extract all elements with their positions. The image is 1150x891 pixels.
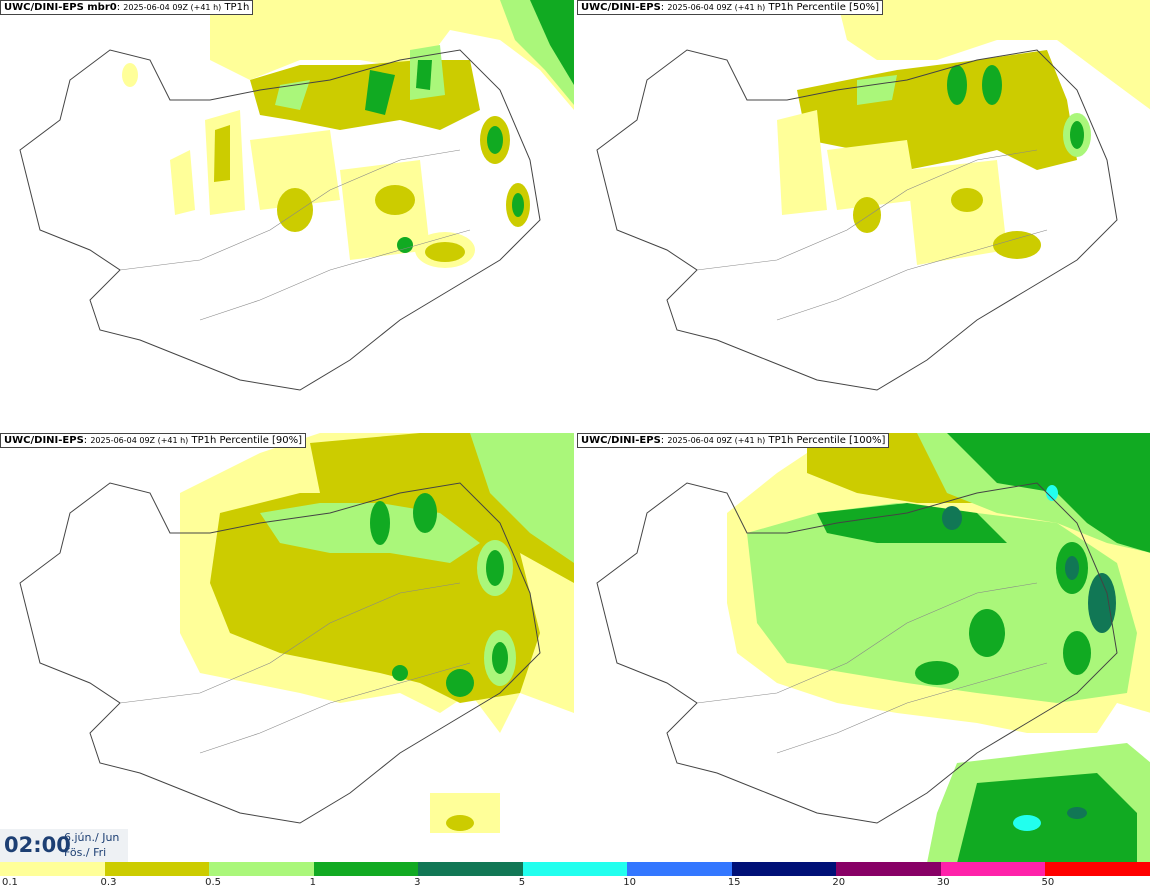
legend-swatch: [940, 862, 1046, 876]
legend-label: 5: [518, 877, 526, 888]
valid-time-clock: 02:00: [4, 833, 71, 857]
panel-p100: UWC/DINI-EPS: 2025-06-04 09Z (+41 h) TP1…: [577, 433, 1150, 863]
panel-p90: UWC/DINI-EPS: 2025-06-04 09Z (+41 h) TP1…: [0, 433, 574, 863]
panel-title: UWC/DINI-EPS mbr0: 2025-06-04 09Z (+41 h…: [0, 0, 254, 15]
legend-swatch: [836, 862, 942, 876]
legend-label: 15: [727, 877, 741, 888]
panel-title: UWC/DINI-EPS: 2025-06-04 09Z (+41 h) TP1…: [0, 433, 307, 448]
panel-p50: UWC/DINI-EPS: 2025-06-04 09Z (+41 h) TP1…: [577, 0, 1150, 430]
legend-swatch: [104, 862, 210, 876]
legend-label: 0.3: [100, 877, 117, 888]
precip-map-p50: [596, 0, 1150, 391]
legend-label: 50: [1041, 877, 1055, 888]
valid-day: Fös./ Fri: [64, 846, 107, 859]
panel-divider-horizontal: [0, 430, 1150, 433]
legend-swatch: [209, 862, 315, 876]
legend-swatch: [313, 862, 419, 876]
color-legend: 0.1 0.3 0.5 1 3 5 10 15 20 30 50: [0, 862, 1150, 891]
valid-date: 6.jún./ Jun: [64, 831, 120, 844]
legend-label: 0.5: [205, 877, 221, 888]
legend-swatch: [731, 862, 837, 876]
legend-label: 1: [309, 877, 316, 888]
panel-title: UWC/DINI-EPS: 2025-06-04 09Z (+41 h) TP1…: [577, 433, 890, 448]
precip-map-p90: [19, 433, 574, 833]
precip-map-mbr0: [19, 0, 574, 391]
legend-label: 3: [414, 877, 421, 888]
valid-time-box: 02:00 6.jún./ Jun Fös./ Fri: [0, 829, 128, 862]
precip-map-p100: [596, 433, 1150, 863]
legend-swatch: [627, 862, 733, 876]
legend-label: 10: [623, 877, 636, 888]
legend-swatch: [1045, 862, 1150, 876]
legend-label: 20: [832, 877, 846, 888]
legend-label: 0.1: [2, 877, 18, 888]
panel-mbr0: UWC/DINI-EPS mbr0: 2025-06-04 09Z (+41 h…: [0, 0, 574, 430]
legend-swatch: [418, 862, 524, 876]
legend-label: 30: [936, 877, 950, 888]
legend-swatch: [0, 862, 105, 876]
legend-swatch: [522, 862, 628, 876]
panel-title: UWC/DINI-EPS: 2025-06-04 09Z (+41 h) TP1…: [577, 0, 884, 15]
